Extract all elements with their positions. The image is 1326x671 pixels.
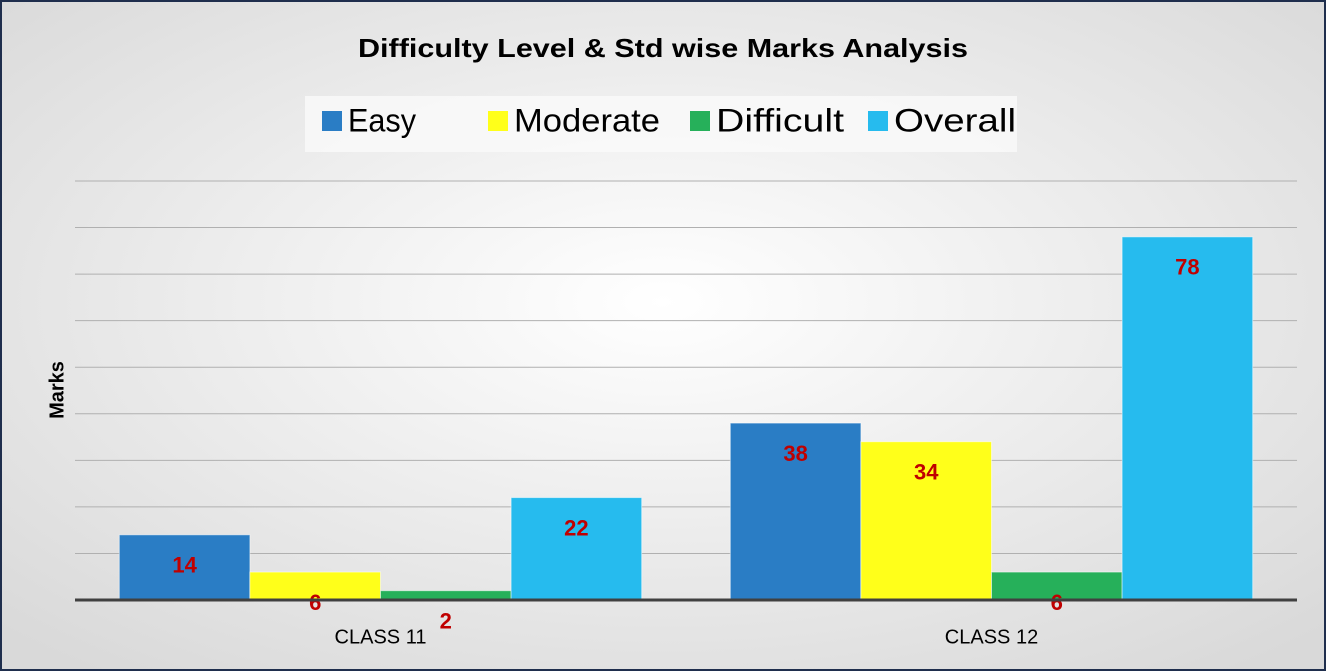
legend-swatch xyxy=(488,111,508,131)
legend-box xyxy=(305,96,1017,152)
x-tick-label: CLASS 11 xyxy=(335,626,427,648)
data-label: 14 xyxy=(172,553,197,578)
legend-label: Overall xyxy=(894,102,1016,138)
data-label: 38 xyxy=(783,441,807,466)
legend-swatch xyxy=(690,111,710,131)
bar xyxy=(860,441,992,601)
chart-title: Difficulty Level & Std wise Marks Analys… xyxy=(358,33,968,63)
bar xyxy=(510,497,643,601)
bar xyxy=(991,571,1123,601)
data-label: 6 xyxy=(1051,590,1063,615)
data-label: 22 xyxy=(564,515,588,540)
data-label: 2 xyxy=(440,609,452,634)
legend-label: Difficult xyxy=(716,102,844,138)
y-axis-label: Marks xyxy=(46,361,68,419)
bar xyxy=(249,571,381,601)
legend-label: Easy xyxy=(348,102,416,138)
data-label: 6 xyxy=(309,590,321,615)
bar xyxy=(118,534,251,601)
legend-swatch xyxy=(868,111,888,131)
x-tick-label: CLASS 12 xyxy=(945,626,1038,648)
bar xyxy=(729,422,862,601)
legend-swatch xyxy=(322,111,342,131)
data-label: 78 xyxy=(1175,255,1199,280)
bar xyxy=(1121,236,1254,601)
legend-label: Moderate xyxy=(514,102,660,138)
data-label: 34 xyxy=(914,460,939,485)
